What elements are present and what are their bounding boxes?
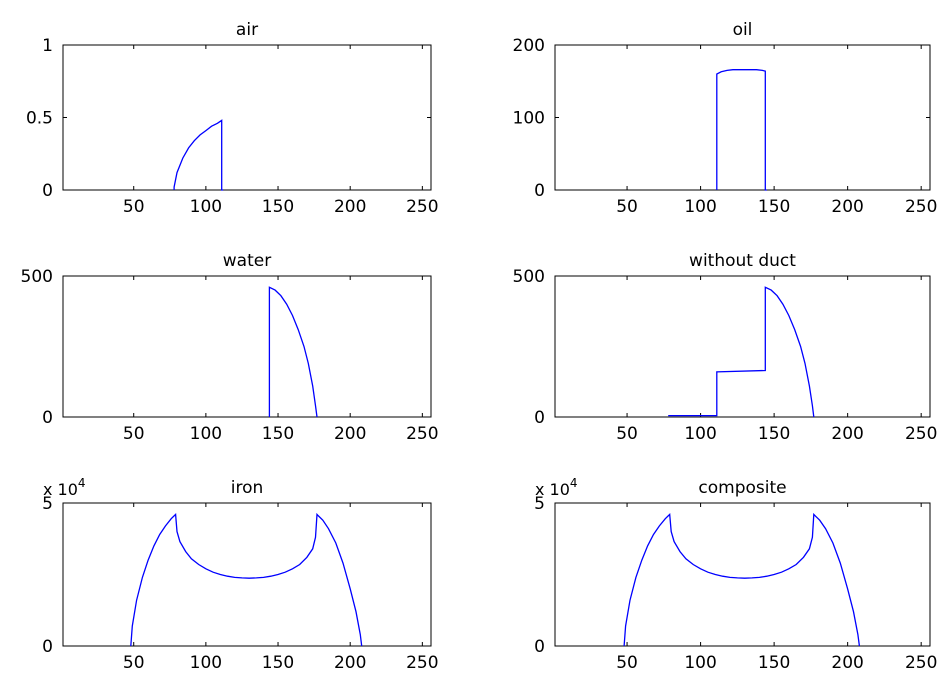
exponent-power: 4 [78,476,86,490]
x-tick-label: 200 [334,653,366,673]
x-tick-label: 150 [262,653,294,673]
x-tick-label: 200 [831,197,863,217]
subplot-water: 50 100 150 200 250 0 500 water [21,251,439,444]
axes-box [62,275,432,418]
x-tick-label: 100 [190,197,222,217]
x-tick-label: 200 [831,653,863,673]
subplot-title: water [223,251,271,271]
axes-box [554,502,931,647]
exponent-base: x 10 [43,480,78,499]
subplot-air: 50 100 150 200 250 0 0.5 1 air [26,20,439,217]
x-tick-label: 150 [262,424,294,444]
axes-box [62,44,432,191]
subplot-without-duct: 50 100 150 200 250 0 500 without duct [513,251,938,444]
x-tick-label: 150 [758,197,790,217]
axes-box [554,44,931,191]
y-tick-label: 5 [534,494,545,514]
exponent-label: x 104 [43,476,86,499]
y-tick-label: 0 [534,181,545,201]
subplot-title: oil [733,20,753,40]
x-tick-label: 100 [684,653,716,673]
exponent-label: x 104 [535,476,578,499]
series-line [623,512,861,647]
x-tick-label: 50 [123,197,145,217]
series-line [716,69,767,191]
x-tick-label: 50 [123,653,145,673]
y-tick-label: 5 [42,494,53,514]
x-tick-label: 200 [831,424,863,444]
series-line [130,512,363,647]
exponent-base: x 10 [535,480,570,499]
series-line [268,286,318,418]
x-tick-label: 150 [262,197,294,217]
x-tick-label: 50 [616,424,638,444]
y-tick-label: 100 [513,109,545,129]
y-tick-label: 500 [21,267,53,287]
x-tick-label: 250 [406,653,438,673]
series-line [173,119,224,191]
x-tick-label: 100 [190,653,222,673]
y-tick-label: 0 [42,408,53,428]
subplot-title: composite [698,478,786,498]
exponent-power: 4 [570,476,578,490]
y-tick-label: 0 [42,637,53,657]
y-tick-label: 0 [42,181,53,201]
y-tick-label: 0 [534,637,545,657]
y-tick-label: 1 [42,36,53,56]
subplot-title: iron [231,478,264,498]
subplot-composite: 50 100 150 200 250 0 5 composite x 104 [534,476,937,673]
series-line [668,286,815,418]
x-tick-label: 100 [684,424,716,444]
x-tick-label: 50 [616,197,638,217]
y-tick-label: 200 [513,36,545,56]
x-tick-label: 200 [334,197,366,217]
subplot-iron: 50 100 150 200 250 0 5 iron x 104 [42,476,438,673]
x-tick-label: 250 [406,197,438,217]
y-tick-label: 0 [534,408,545,428]
x-tick-label: 150 [758,653,790,673]
y-tick-label: 500 [513,267,545,287]
y-tick-label: 0.5 [26,109,53,129]
x-tick-label: 250 [905,424,937,444]
x-tick-label: 200 [334,424,366,444]
x-tick-label: 50 [616,653,638,673]
subplot-title: without duct [689,251,796,271]
axes-box [62,502,432,647]
subplot-oil: 50 100 150 200 250 0 100 200 oil [513,20,938,217]
x-tick-label: 150 [758,424,790,444]
x-tick-label: 100 [190,424,222,444]
x-tick-label: 100 [684,197,716,217]
axes-box [554,275,931,418]
x-tick-label: 250 [905,197,937,217]
subplot-title: air [236,20,258,40]
x-tick-label: 250 [406,424,438,444]
x-tick-label: 50 [123,424,145,444]
x-tick-label: 250 [905,653,937,673]
